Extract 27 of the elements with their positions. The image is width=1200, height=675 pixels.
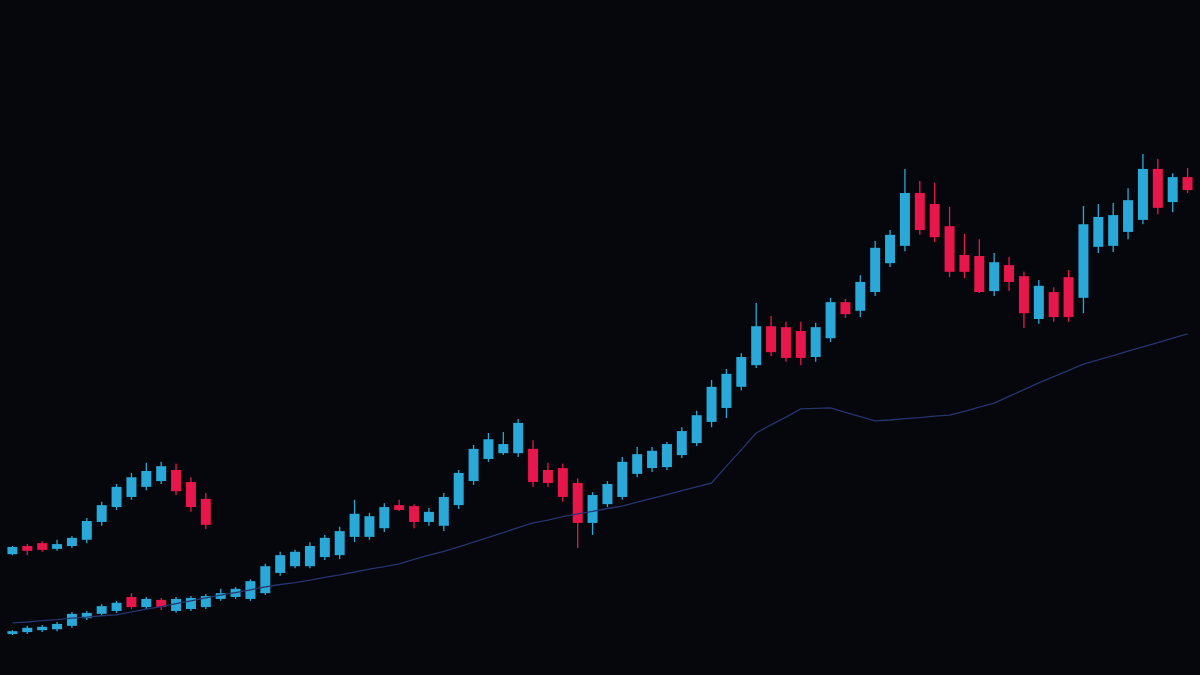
candlestick (632, 446, 643, 478)
candlestick (304, 541, 315, 569)
candlestick (126, 472, 137, 501)
candlestick (290, 549, 301, 569)
candlestick (245, 578, 256, 602)
candlestick (409, 503, 420, 529)
candlestick (840, 298, 851, 319)
candlestick (111, 483, 122, 511)
candlestick (319, 534, 330, 561)
candlestick (542, 462, 553, 488)
candlestick (156, 461, 167, 485)
candlestick (498, 431, 509, 456)
candlestick (275, 551, 286, 577)
candlestick (1182, 167, 1193, 194)
candlestick (1004, 256, 1015, 292)
candlestick (483, 432, 494, 463)
candlestick (602, 480, 613, 508)
candlestick (349, 499, 360, 543)
candlestick (661, 441, 672, 471)
candlestick (96, 501, 107, 527)
candlestick (647, 446, 658, 473)
candlestick (141, 462, 152, 491)
candlestick (379, 502, 390, 533)
candlestick (81, 517, 92, 544)
candlestick (171, 463, 182, 496)
candlestick (959, 233, 970, 279)
candlestick (364, 512, 375, 541)
